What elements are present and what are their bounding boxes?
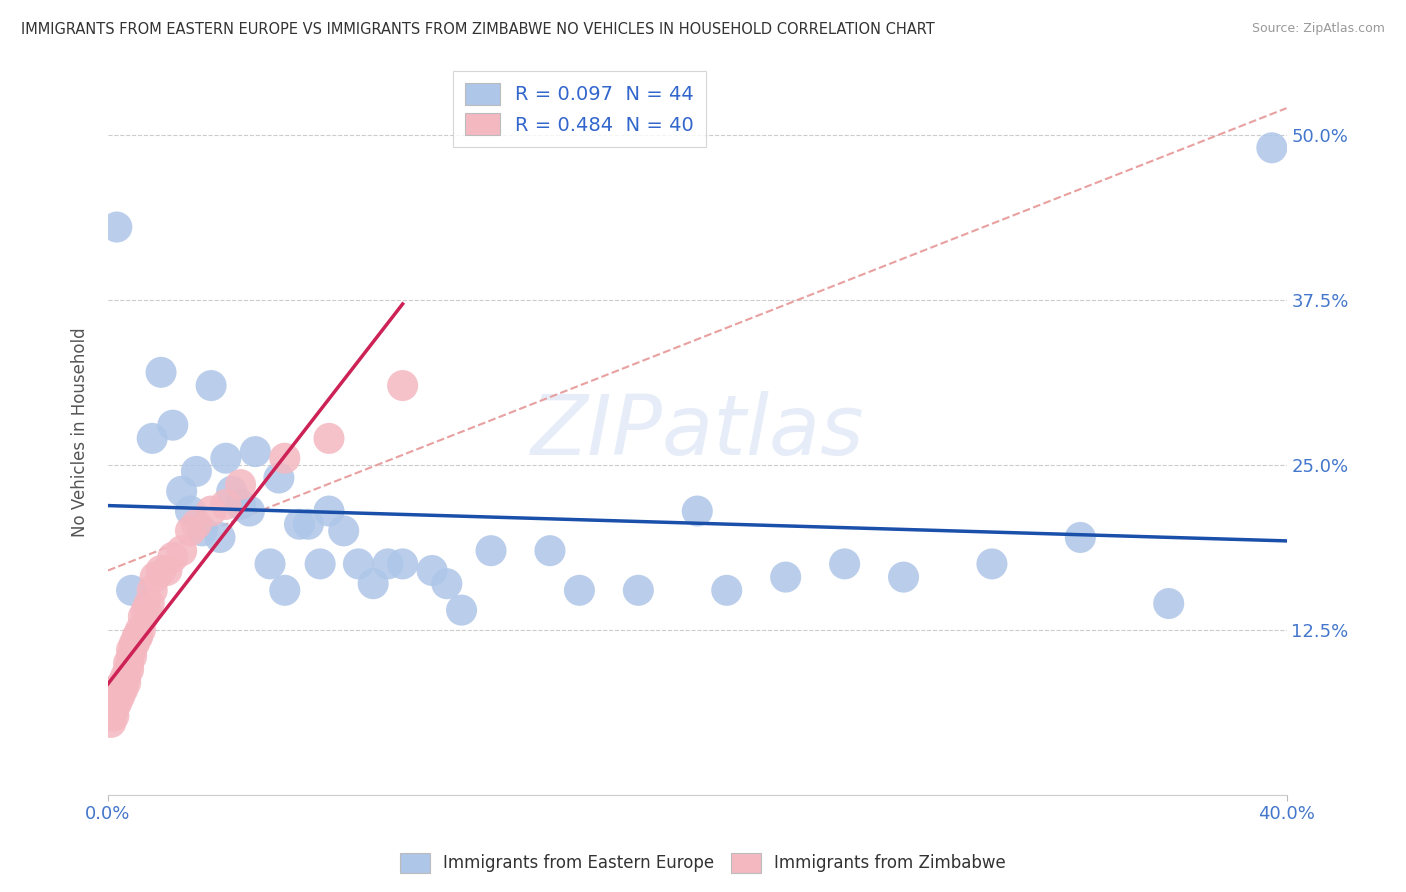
- Legend: R = 0.097  N = 44, R = 0.484  N = 40: R = 0.097 N = 44, R = 0.484 N = 40: [453, 71, 706, 147]
- Point: [108, 682, 131, 697]
- Point: [834, 557, 856, 571]
- Point: [391, 378, 413, 392]
- Point: [538, 543, 561, 558]
- Point: [132, 609, 155, 624]
- Point: [143, 570, 166, 584]
- Point: [200, 504, 222, 518]
- Point: [568, 583, 591, 598]
- Point: [347, 557, 370, 571]
- Point: [191, 524, 214, 538]
- Point: [686, 504, 709, 518]
- Point: [215, 498, 238, 512]
- Point: [105, 220, 128, 235]
- Point: [103, 696, 125, 710]
- Point: [981, 557, 1004, 571]
- Point: [103, 708, 125, 723]
- Point: [420, 564, 443, 578]
- Point: [332, 524, 354, 538]
- Point: [150, 564, 173, 578]
- Point: [162, 550, 184, 565]
- Point: [127, 630, 149, 644]
- Text: ZIPatlas: ZIPatlas: [530, 392, 865, 472]
- Point: [627, 583, 650, 598]
- Point: [309, 557, 332, 571]
- Point: [186, 517, 208, 532]
- Point: [775, 570, 797, 584]
- Point: [1261, 141, 1284, 155]
- Point: [114, 675, 136, 690]
- Point: [479, 543, 502, 558]
- Point: [170, 484, 193, 499]
- Point: [121, 583, 143, 598]
- Point: [150, 365, 173, 379]
- Point: [288, 517, 311, 532]
- Point: [114, 669, 136, 683]
- Point: [121, 642, 143, 657]
- Point: [129, 623, 152, 637]
- Point: [391, 557, 413, 571]
- Point: [117, 663, 139, 677]
- Point: [436, 576, 458, 591]
- Point: [208, 531, 231, 545]
- Point: [893, 570, 915, 584]
- Point: [221, 484, 243, 499]
- Point: [1069, 531, 1091, 545]
- Point: [100, 702, 122, 716]
- Point: [229, 498, 252, 512]
- Point: [135, 603, 157, 617]
- Point: [162, 418, 184, 433]
- Point: [179, 524, 201, 538]
- Legend: Immigrants from Eastern Europe, Immigrants from Zimbabwe: Immigrants from Eastern Europe, Immigran…: [394, 847, 1012, 880]
- Point: [111, 682, 134, 697]
- Point: [200, 378, 222, 392]
- Point: [141, 431, 163, 445]
- Point: [186, 464, 208, 478]
- Y-axis label: No Vehicles in Household: No Vehicles in Household: [72, 327, 89, 537]
- Point: [100, 708, 122, 723]
- Point: [170, 543, 193, 558]
- Point: [121, 649, 143, 664]
- Point: [361, 576, 384, 591]
- Point: [274, 451, 297, 466]
- Point: [105, 689, 128, 703]
- Point: [141, 583, 163, 598]
- Point: [245, 444, 267, 458]
- Point: [117, 656, 139, 670]
- Point: [138, 597, 160, 611]
- Point: [259, 557, 281, 571]
- Point: [124, 636, 146, 650]
- Point: [297, 517, 319, 532]
- Point: [111, 675, 134, 690]
- Point: [377, 557, 399, 571]
- Point: [105, 682, 128, 697]
- Point: [105, 696, 128, 710]
- Text: IMMIGRANTS FROM EASTERN EUROPE VS IMMIGRANTS FROM ZIMBABWE NO VEHICLES IN HOUSEH: IMMIGRANTS FROM EASTERN EUROPE VS IMMIGR…: [21, 22, 935, 37]
- Point: [267, 471, 290, 485]
- Point: [100, 715, 122, 730]
- Point: [1157, 597, 1180, 611]
- Point: [156, 564, 179, 578]
- Point: [318, 431, 340, 445]
- Point: [215, 451, 238, 466]
- Text: Source: ZipAtlas.com: Source: ZipAtlas.com: [1251, 22, 1385, 36]
- Point: [716, 583, 738, 598]
- Point: [103, 702, 125, 716]
- Point: [179, 504, 201, 518]
- Point: [229, 477, 252, 491]
- Point: [238, 504, 260, 518]
- Point: [108, 689, 131, 703]
- Point: [318, 504, 340, 518]
- Point: [127, 630, 149, 644]
- Point: [450, 603, 472, 617]
- Point: [274, 583, 297, 598]
